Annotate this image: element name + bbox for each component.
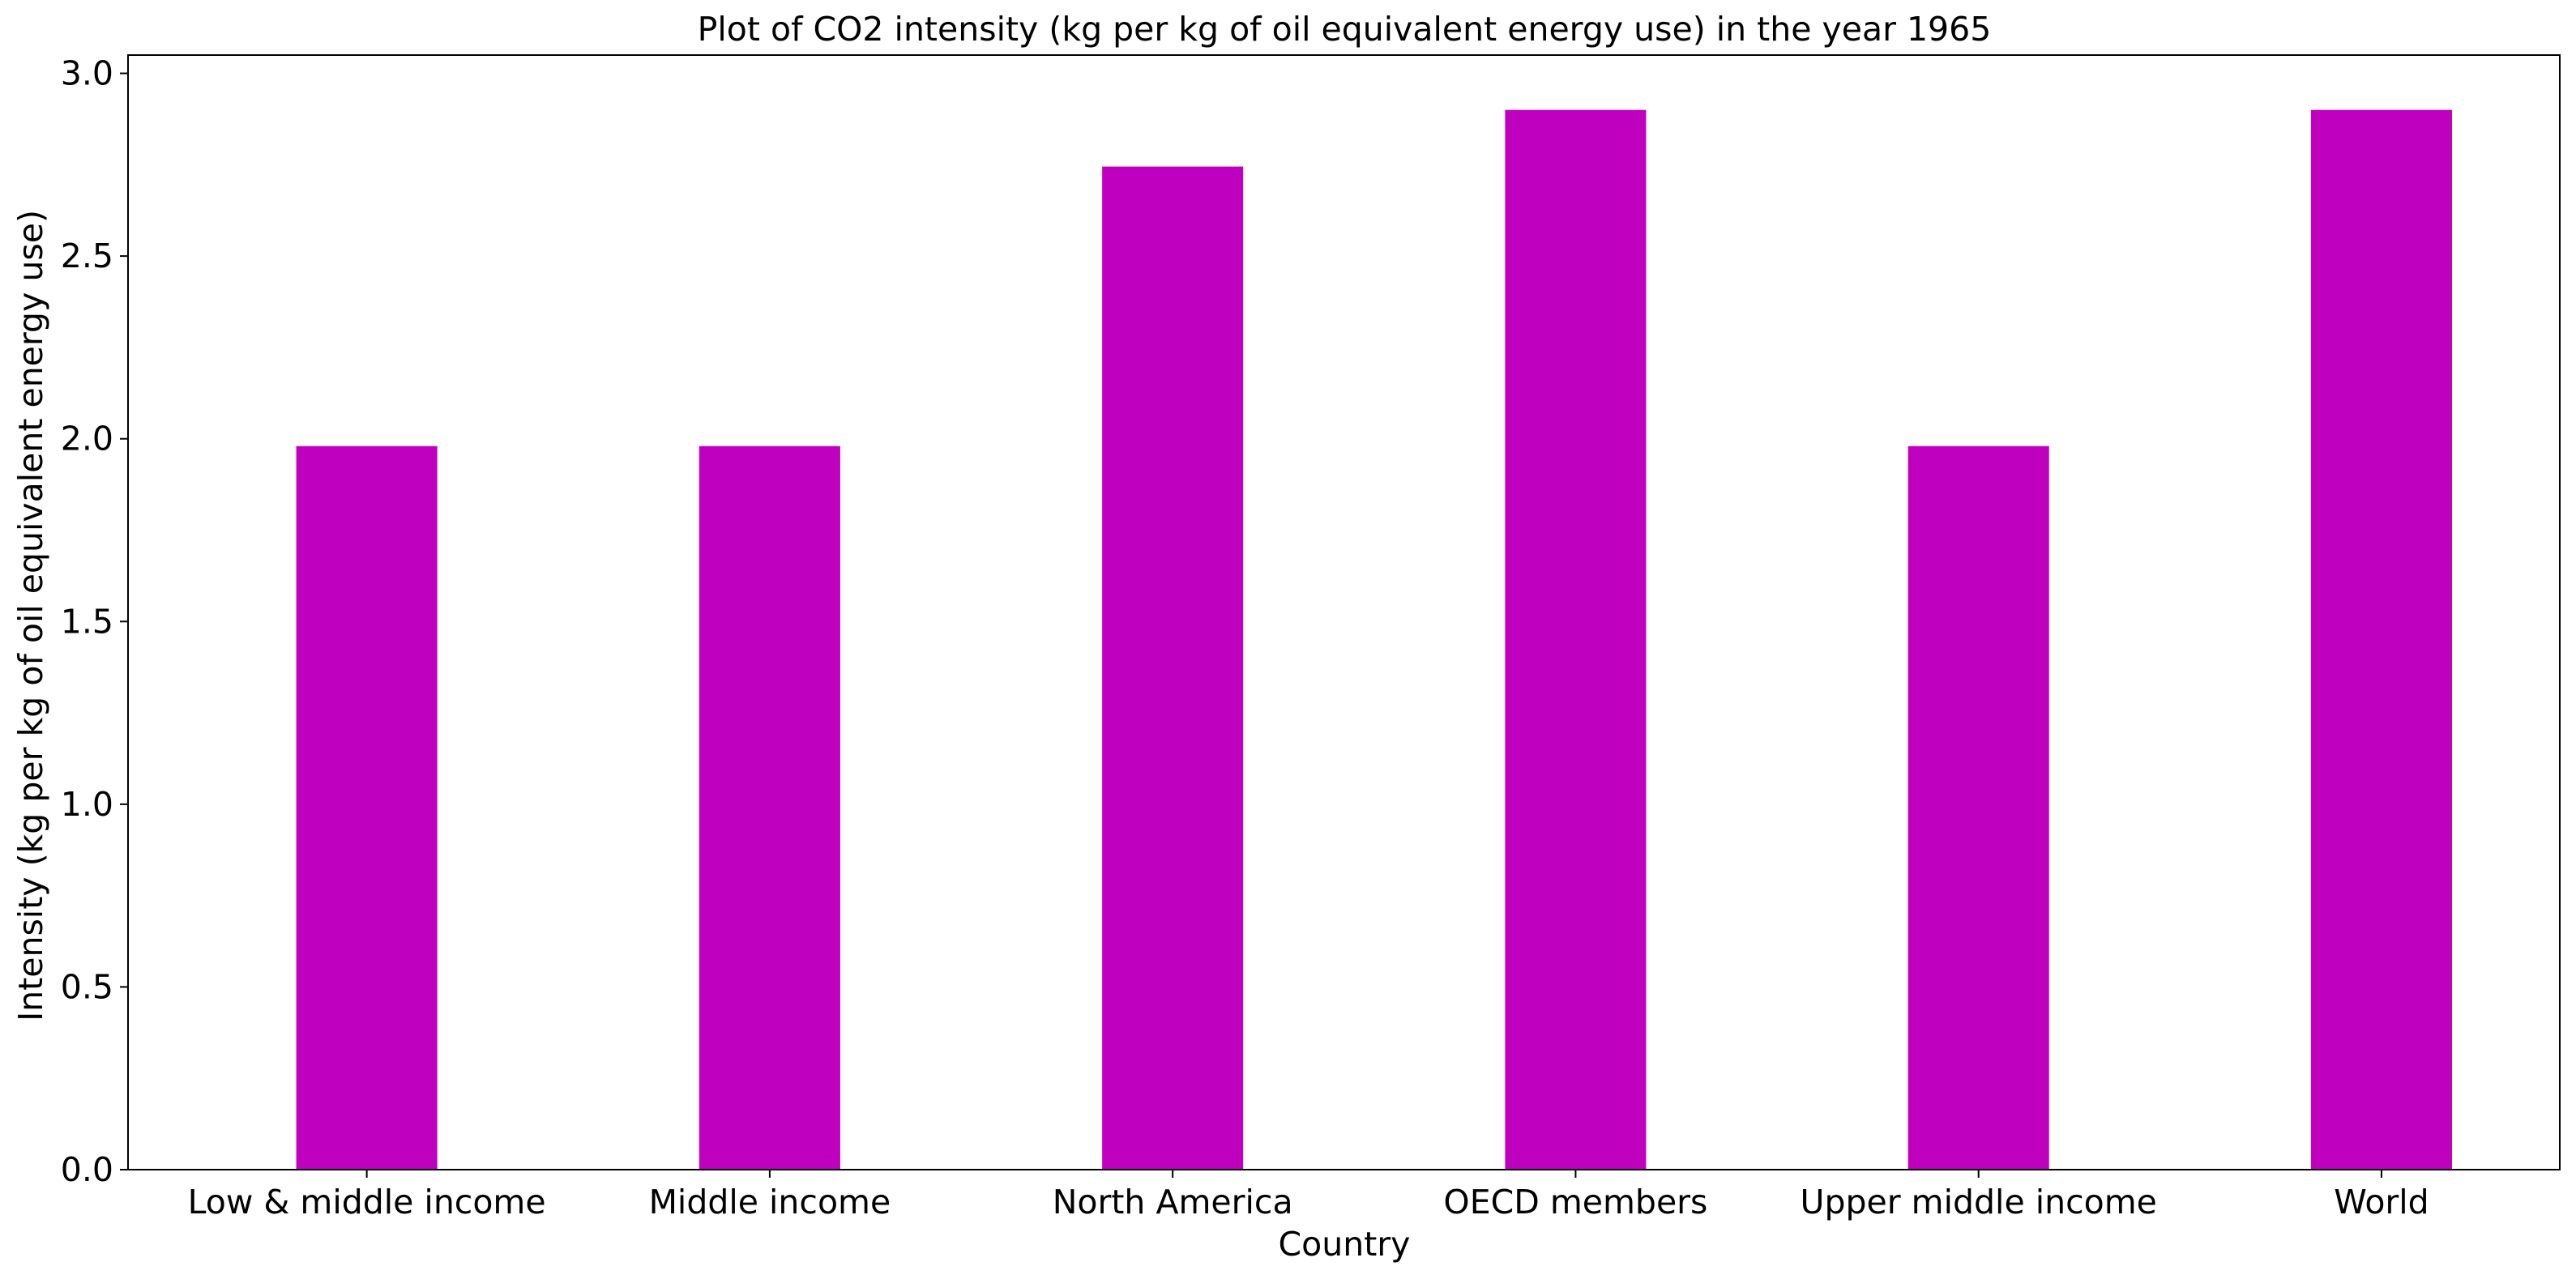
x-tick-label: World — [2334, 1183, 2429, 1221]
bar-oecd-members — [1505, 109, 1647, 1170]
x-tick-label: Low & middle income — [188, 1183, 546, 1221]
y-tick-label: 2.0 — [61, 420, 113, 458]
y-tick-label: 1.0 — [61, 785, 113, 824]
bars-group — [296, 109, 2452, 1170]
x-tick-label: North America — [1053, 1183, 1293, 1221]
y-axis-label: Intensity (kg per kg of oil equivalent e… — [11, 210, 50, 1021]
y-tick-label: 0.5 — [61, 967, 113, 1006]
x-ticks-group: Low & middle income Middle income North Am… — [188, 1170, 2429, 1221]
x-axis-label: Country — [1279, 1225, 1411, 1264]
bar-north-america — [1102, 166, 1244, 1170]
y-tick-label: 2.5 — [61, 237, 113, 275]
bar-middle-income — [698, 446, 840, 1170]
x-tick-label: Upper middle income — [1801, 1183, 2157, 1221]
chart-title: Plot of CO2 intensity (kg per kg of oil … — [698, 10, 1992, 49]
y-ticks-group: 0.0 0.5 1.0 1.5 2.0 2.5 3.0 — [61, 54, 128, 1189]
y-tick-label: 3.0 — [61, 54, 113, 93]
x-tick-label: OECD members — [1443, 1183, 1707, 1221]
bar-world — [2310, 109, 2452, 1170]
plot-frame — [127, 54, 2561, 1170]
x-tick-label: Middle income — [649, 1183, 891, 1221]
bar-upper-middle-income — [1907, 446, 2049, 1170]
y-tick-label: 1.5 — [61, 602, 113, 641]
bar-low-middle-income — [296, 446, 438, 1170]
y-tick-label: 0.0 — [61, 1150, 113, 1189]
